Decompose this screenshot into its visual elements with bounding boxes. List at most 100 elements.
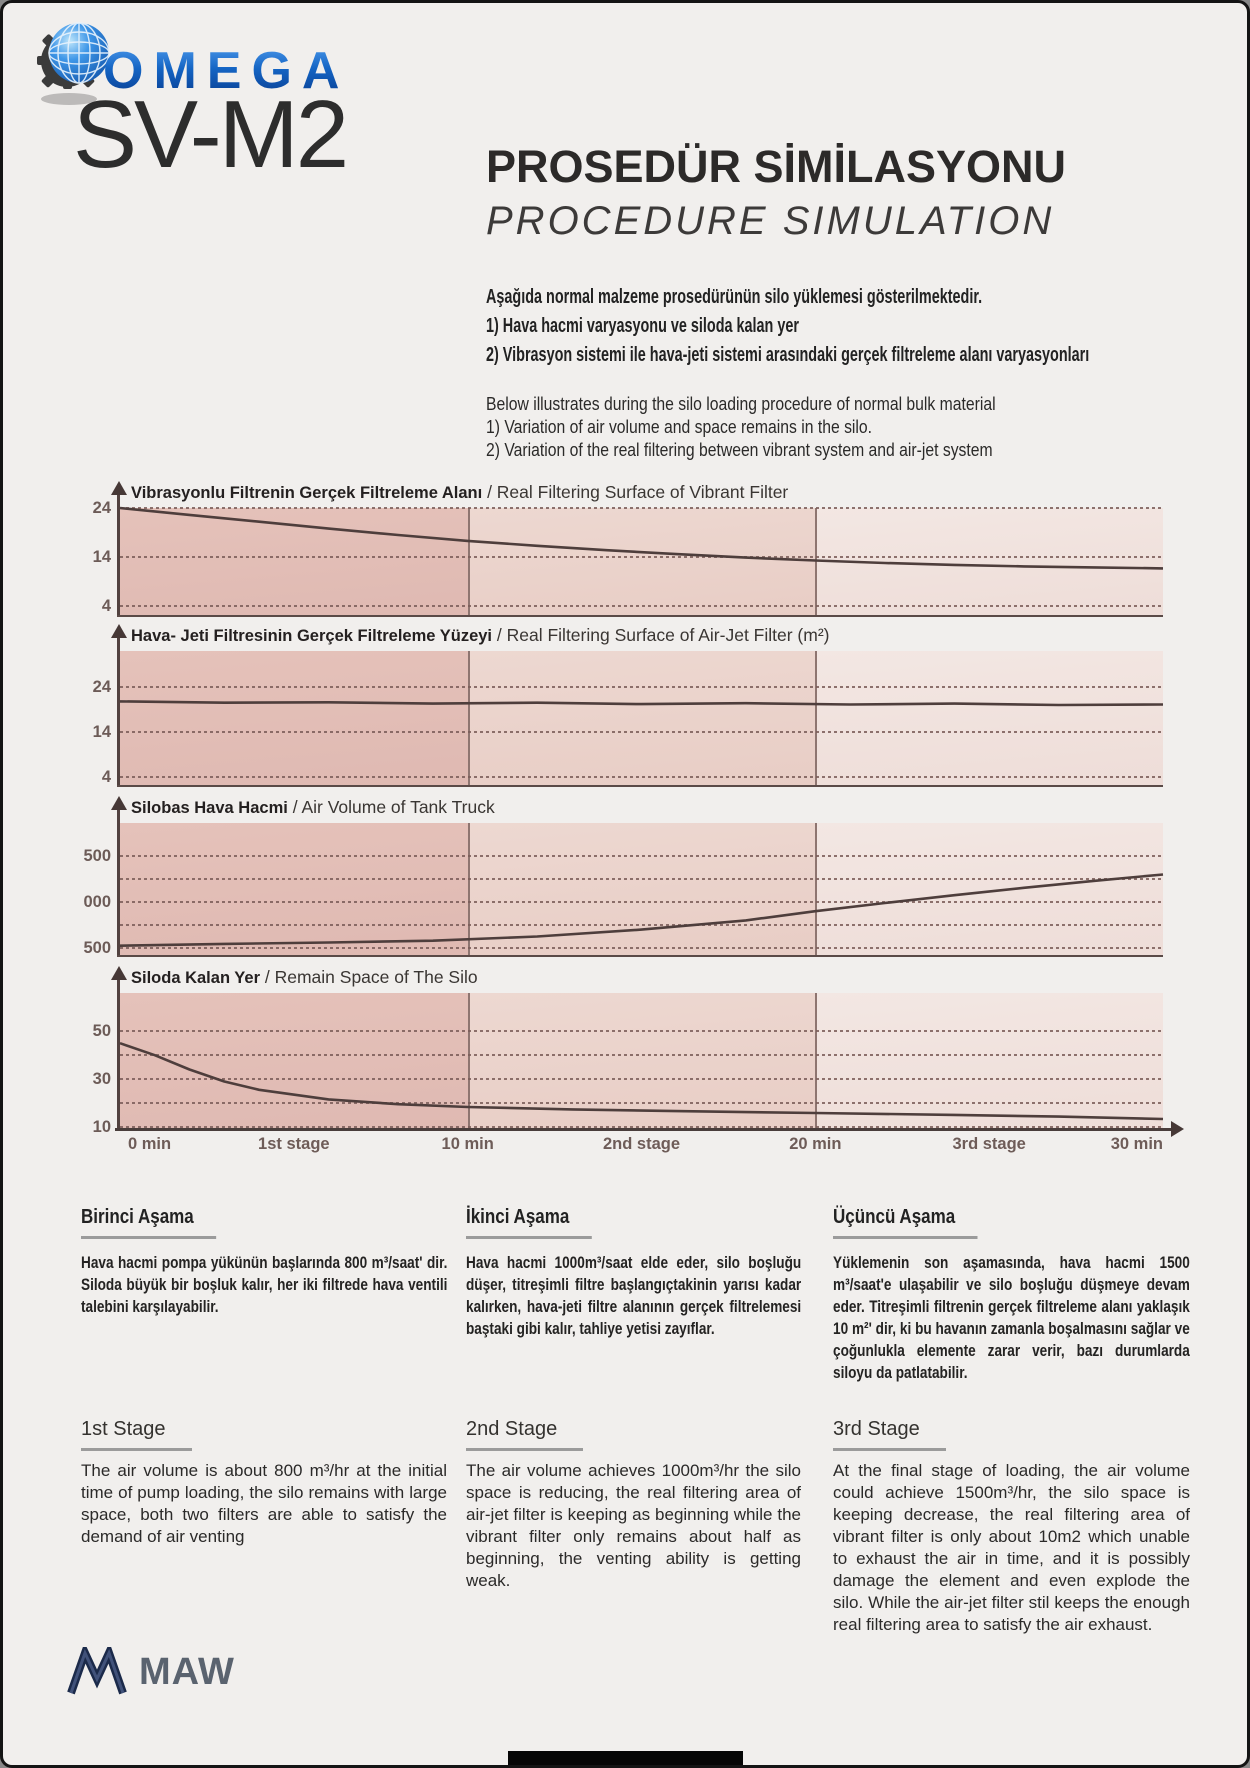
- y-tick-label: 14: [92, 722, 111, 741]
- gridline: [120, 605, 1163, 608]
- y-axis-arrow-icon: [110, 481, 127, 495]
- stage3-text-turkish: Yüklemenin son aşamasında, hava hacmi 15…: [833, 1253, 1190, 1382]
- chart-title: Silobas Hava Hacmi / Air Volume of Tank …: [131, 797, 495, 817]
- gridline: [120, 685, 1163, 688]
- page-title-english: PROCEDURE SIMULATION: [486, 198, 1055, 243]
- y-axis-line: [117, 494, 120, 615]
- stage3-text-english: At the final stage of loading, the air v…: [833, 1461, 1190, 1634]
- chart-title: Siloda Kalan Yer / Remain Space of The S…: [131, 967, 478, 987]
- time-axis-label: 0 min: [128, 1135, 172, 1153]
- gridline: [120, 775, 1163, 778]
- time-axis-label: 10 min: [441, 1135, 494, 1153]
- intro-turkish: Aşağıda normal malzeme prosedürünün silo…: [486, 283, 1090, 370]
- gridline: [120, 855, 1163, 858]
- intro-line: Aşağıda normal malzeme prosedürünün silo…: [486, 285, 983, 308]
- stage-divider: [815, 823, 818, 955]
- y-tick-label: 4: [101, 597, 111, 616]
- time-axis-line: [115, 1128, 1171, 1131]
- gridline: [120, 1030, 1163, 1033]
- model-name: SV-M2: [73, 81, 349, 188]
- y-tick-label: 10: [92, 1117, 111, 1136]
- stage1-header-english: 1st Stage: [81, 1418, 192, 1451]
- gridline: [120, 1101, 1163, 1104]
- stage3-header-english: 3rd Stage: [833, 1418, 946, 1451]
- plot-bottom-line: [117, 954, 1163, 957]
- y-tick-label: 000: [83, 893, 111, 912]
- intro-line: 1) Hava hacmi varyasyonu ve siloda kalan…: [486, 314, 799, 337]
- y-axis-line: [117, 637, 120, 785]
- chart-airjet-filter-surface: Hava- Jeti Filtresinin Gerçek Filtreleme…: [3, 624, 1247, 787]
- stage2-text-turkish: Hava hacmi 1000m³/saat elde eder, silo b…: [466, 1253, 802, 1338]
- stage2-header-turkish: İkinci Aşama: [466, 1206, 592, 1239]
- y-tick-label: 24: [92, 677, 111, 696]
- gridline: [120, 1054, 1163, 1057]
- chart-vibrant-filter-surface: Vibrasyonlu Filtrenin Gerçek Filtreleme …: [3, 481, 1247, 617]
- intro-line: Below illustrates during the silo loadin…: [486, 392, 996, 414]
- maw-logo: MAW: [67, 1647, 235, 1697]
- time-axis-labels: 0 min 1st stage 10 min 2nd stage 20 min 3rd s…: [120, 1135, 1163, 1161]
- y-axis-arrow-icon: [110, 966, 127, 980]
- stage-divider: [467, 823, 470, 955]
- omega-globe-gear-icon: [37, 22, 110, 105]
- stage-divider: [467, 651, 470, 785]
- stage1-text-english: The air volume is about 800 m³/hr at the…: [81, 1461, 447, 1546]
- data-curve: [119, 700, 1164, 707]
- header-column: PROSEDÜR SİMİLASYONU PROCEDURE SIMULATIO…: [486, 141, 1126, 461]
- y-axis-arrow-icon: [110, 796, 127, 810]
- y-tick-label: 50: [92, 1022, 111, 1041]
- gridline: [120, 901, 1163, 904]
- stage-divider: [815, 993, 818, 1130]
- stage1-text-turkish: Hava hacmi pompa yükünün başlarında 800 …: [81, 1253, 448, 1316]
- gridline: [120, 878, 1163, 881]
- chart-tank-truck-air-volume: Silobas Hava Hacmi / Air Volume of Tank …: [3, 796, 1247, 957]
- y-tick-label: 500: [83, 847, 111, 866]
- plot-area: 24 14 4: [93, 624, 1164, 787]
- maw-wordmark: MAW: [139, 1650, 235, 1693]
- y-axis-line: [117, 809, 120, 955]
- stage-band-3: [815, 823, 1163, 955]
- stage3-header-turkish: Üçüncü Aşama: [833, 1206, 978, 1239]
- y-tick-label: 500: [83, 939, 111, 957]
- brand-name: OMEGA: [103, 42, 350, 100]
- stage-band-1: [120, 651, 468, 785]
- plot-bottom-line: [117, 614, 1163, 617]
- stage-band-3: [815, 651, 1163, 785]
- stage-band-3: [815, 993, 1163, 1130]
- gridline: [120, 947, 1163, 949]
- y-tick-label: 4: [101, 767, 111, 786]
- y-tick-label: 14: [92, 548, 111, 567]
- chart-title: Hava- Jeti Filtresinin Gerçek Filtreleme…: [131, 625, 830, 645]
- y-tick-label: 30: [92, 1070, 111, 1089]
- data-curve: [119, 1041, 1164, 1121]
- plot-bottom-line: [117, 784, 1163, 787]
- stage-band-2: [467, 651, 816, 785]
- y-tick-label: 24: [92, 499, 111, 517]
- gridline: [120, 1078, 1163, 1081]
- gridline: [120, 556, 1163, 559]
- time-axis-arrow-icon: [1171, 1121, 1184, 1137]
- time-axis-label: 20 min: [789, 1135, 842, 1153]
- stage-divider: [815, 651, 818, 785]
- stage-band-1: [120, 993, 468, 1130]
- stage-band-2: [467, 508, 816, 615]
- chart-silo-remain-space: Siloda Kalan Yer / Remain Space of The S…: [3, 966, 1247, 1136]
- stage-band-1: [120, 823, 468, 955]
- intro-line: 2) Vibrasyon sistemi ile hava-jeti siste…: [486, 343, 1090, 366]
- bottom-black-bar: [508, 1751, 743, 1765]
- stage-band-2: [467, 823, 816, 955]
- time-axis-label: 2nd stage: [602, 1135, 681, 1153]
- y-axis-arrow-icon: [110, 624, 127, 638]
- time-axis-label: 1st stage: [258, 1135, 330, 1153]
- data-curve: [119, 506, 1164, 570]
- stage-divider: [467, 993, 470, 1130]
- stage1-header-turkish: Birinci Aşama: [81, 1206, 216, 1239]
- page-title-turkish: PROSEDÜR SİMİLASYONU: [486, 141, 1067, 192]
- gridline: [120, 730, 1163, 733]
- gridline: [120, 507, 1163, 509]
- intro-english: Below illustrates during the silo loadin…: [486, 392, 1030, 461]
- maw-zigzag-icon: [67, 1647, 127, 1695]
- data-curve: [119, 873, 1164, 947]
- stage2-header-english: 2nd Stage: [466, 1418, 584, 1451]
- time-axis-label: 30 min: [1110, 1135, 1163, 1153]
